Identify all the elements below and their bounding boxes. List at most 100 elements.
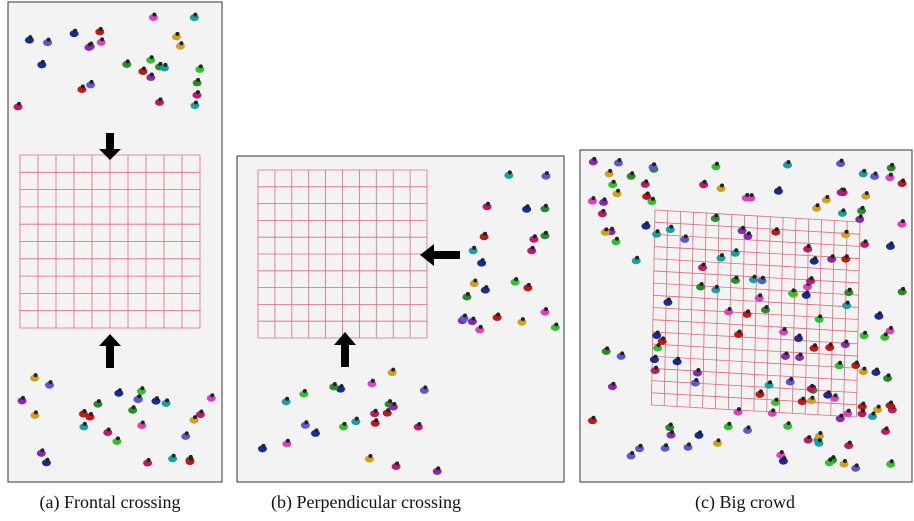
agent: [716, 183, 726, 192]
agent-head: [890, 162, 895, 167]
agent: [851, 360, 861, 369]
agents: [13, 12, 907, 475]
agent-head: [141, 66, 146, 71]
agent-head: [630, 171, 635, 176]
agent-head: [786, 159, 791, 164]
agent-head: [100, 37, 105, 42]
agent-head: [719, 253, 724, 258]
agent: [788, 288, 798, 297]
agent: [607, 381, 617, 391]
agent: [540, 230, 550, 240]
agent-head: [847, 287, 852, 292]
grid-line: [779, 217, 784, 413]
arrows: [99, 133, 460, 368]
agent: [844, 440, 854, 450]
agent-head: [669, 224, 674, 229]
agent: [779, 327, 789, 336]
agent: [741, 193, 751, 202]
agent-head: [332, 381, 337, 386]
agent: [694, 430, 704, 439]
agent-head: [88, 412, 93, 417]
agent-head: [736, 407, 741, 412]
agent: [161, 398, 171, 407]
agent: [189, 415, 199, 424]
agent-head: [198, 64, 203, 69]
agent: [737, 225, 747, 235]
agent: [185, 456, 195, 466]
agent: [69, 28, 79, 38]
agent-head: [825, 194, 830, 199]
agent: [897, 286, 907, 296]
caption: (a) Frontal crossing: [40, 492, 181, 513]
agent: [812, 203, 822, 212]
agent-head: [520, 317, 525, 322]
agent: [143, 458, 153, 467]
agent: [103, 427, 113, 437]
agent: [733, 407, 743, 416]
agent-head: [149, 72, 154, 77]
agent: [168, 453, 178, 463]
agent: [778, 456, 788, 465]
agent: [793, 333, 803, 343]
agent-head: [854, 360, 859, 365]
agent-head: [758, 389, 763, 394]
agent-head: [193, 415, 198, 420]
agent-head: [645, 191, 650, 196]
agent-head: [195, 90, 200, 95]
agent-head: [860, 205, 865, 210]
agent-head: [544, 307, 549, 312]
agent: [529, 234, 539, 243]
agent-head: [842, 459, 847, 464]
agent: [351, 416, 361, 426]
agent-head: [635, 255, 640, 260]
agent: [742, 309, 752, 318]
agent: [462, 291, 472, 301]
agent-head: [149, 55, 154, 60]
agent-head: [839, 158, 844, 163]
agent-head: [184, 431, 189, 436]
agent: [821, 194, 831, 204]
agent: [886, 459, 896, 468]
arrow-left: [420, 244, 460, 266]
agent: [523, 282, 533, 292]
arrow-up: [334, 332, 356, 367]
agent-head: [604, 227, 609, 232]
agent: [827, 254, 837, 263]
agent-head: [158, 97, 163, 102]
agent-head: [193, 12, 198, 17]
agent-head: [630, 450, 635, 455]
agent-head: [768, 380, 773, 385]
agent-head: [188, 456, 193, 461]
agent-head: [543, 203, 548, 208]
agent: [711, 284, 721, 294]
agent-head: [423, 385, 428, 390]
agent: [885, 400, 895, 410]
agent-head: [873, 171, 878, 176]
grid-line: [653, 307, 859, 320]
agent: [806, 383, 816, 393]
agent-head: [514, 277, 519, 282]
agent: [711, 161, 721, 171]
agent-head: [611, 179, 616, 184]
agent-head: [472, 245, 477, 250]
agent-head: [771, 408, 776, 413]
agent: [839, 459, 849, 468]
agent: [475, 324, 485, 334]
agent: [432, 466, 442, 475]
agent: [146, 55, 156, 64]
agent: [806, 395, 816, 405]
agent: [597, 208, 607, 218]
agent: [482, 201, 492, 211]
agent-head: [650, 196, 655, 201]
agent: [897, 178, 907, 187]
agent-head: [877, 311, 882, 316]
agent: [611, 236, 621, 246]
agent: [743, 425, 753, 434]
agent-head: [760, 275, 765, 280]
agent-head: [210, 393, 215, 398]
agent: [382, 408, 392, 417]
agent-head: [592, 156, 597, 161]
agent-head: [33, 410, 38, 415]
